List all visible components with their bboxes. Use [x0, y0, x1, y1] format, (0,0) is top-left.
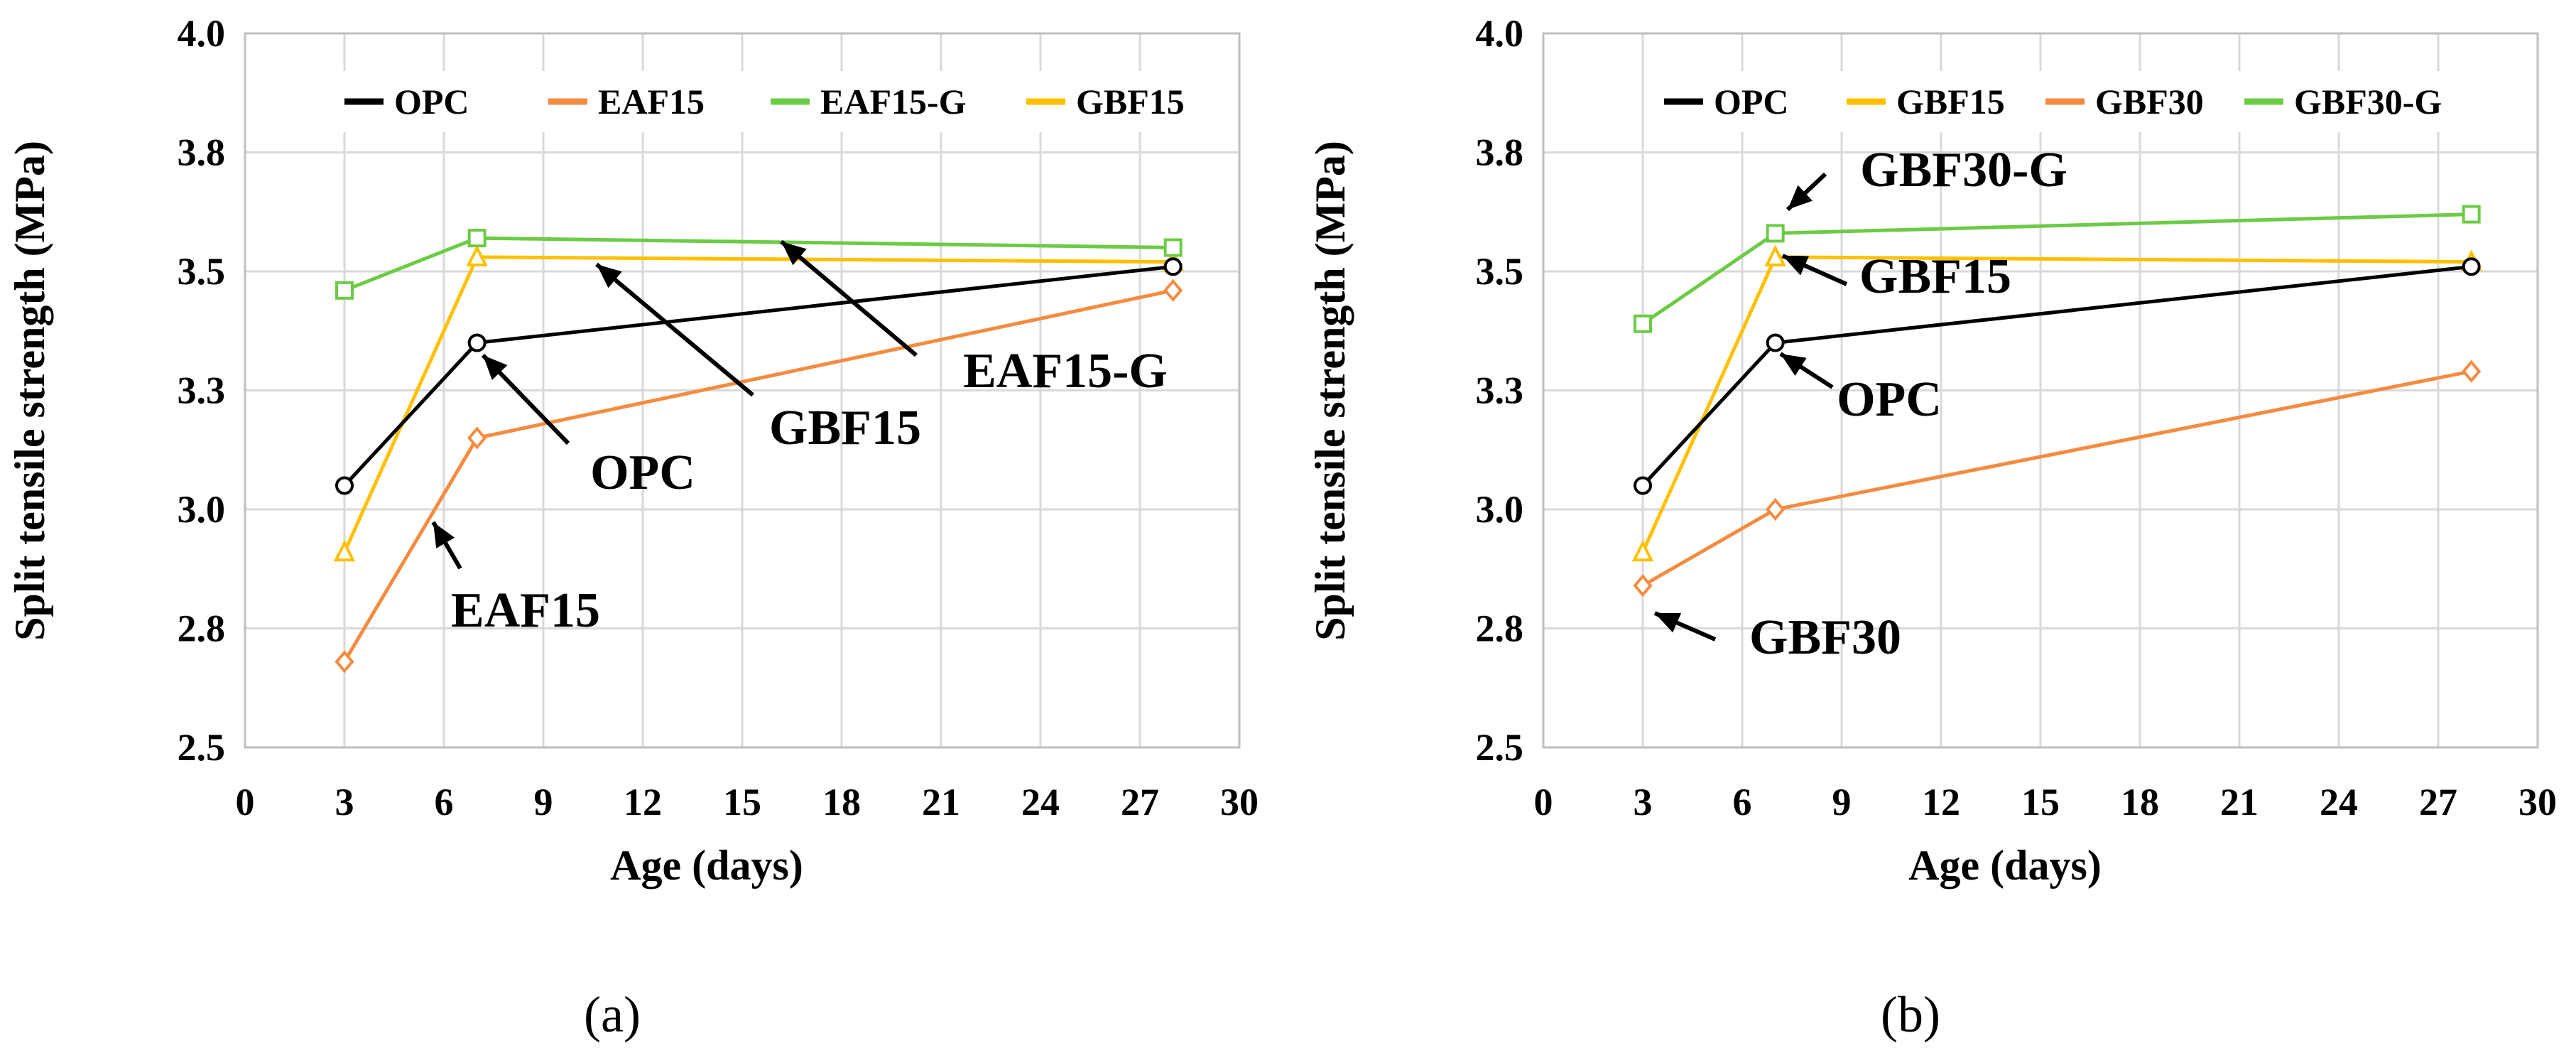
legend-label: EAF15-G	[820, 82, 967, 121]
legend-label: EAF15	[598, 82, 705, 121]
annotation-arrowhead	[781, 242, 807, 266]
data-point-opc	[467, 333, 487, 352]
x-tick-label: 6	[1733, 781, 1752, 823]
y-tick-label: 2.8	[1476, 607, 1524, 650]
x-tick-label: 3	[1634, 781, 1653, 823]
annotation-arrowhead	[1781, 354, 1807, 377]
x-tick-label: 21	[922, 781, 960, 823]
annotation-arrowhead	[1783, 256, 1810, 276]
legend-label: GBF30	[2095, 82, 2204, 121]
x-tick-label: 27	[2419, 781, 2457, 823]
annotation-label: GBF15	[1859, 249, 2011, 304]
data-point-gbf30-g	[1634, 314, 1652, 333]
data-point-eaf15	[467, 426, 487, 450]
annotation-label: GBF30	[1749, 610, 1901, 665]
x-tick-label: 12	[1922, 781, 1960, 823]
data-point-eaf15-g	[335, 281, 354, 300]
x-tick-label: 3	[335, 781, 354, 823]
panel-label: (b)	[1881, 986, 1940, 1043]
chart-panel-0: 2.5 2.8 3.0 3.3 3.5 3.8 4.0 0 3 6 9 12 15 18 21 24 27 30 A…	[6, 12, 1259, 1043]
x-tick-label: 21	[2220, 781, 2259, 823]
y-tick-label: 3.8	[178, 131, 226, 174]
annotation-arrow	[595, 262, 754, 397]
y-tick-label: 4.0	[1476, 12, 1524, 55]
data-point-gbf30	[1633, 574, 1653, 597]
legend-label: GBF15	[1896, 82, 2005, 121]
legend-label: GBF15	[1076, 82, 1185, 121]
annotation-arrowhead	[597, 264, 622, 288]
data-point-gbf30	[1766, 497, 1786, 521]
x-tick-label: 24	[2320, 781, 2358, 823]
data-point-gbf30-g	[2462, 205, 2481, 224]
series-line-gbf15	[342, 255, 1173, 553]
y-tick-label: 3.0	[1476, 488, 1524, 531]
annotation-label: GBF15	[769, 401, 921, 455]
x-tick-label: 0	[1534, 781, 1553, 823]
annotation-label: EAF15-G	[963, 344, 1168, 399]
y-tick-label: 3.3	[1476, 369, 1524, 412]
legend-label: OPC	[394, 82, 469, 121]
panel-label: (a)	[584, 986, 641, 1043]
x-tick-label: 6	[435, 781, 454, 823]
x-axis-label: Age (days)	[610, 842, 803, 889]
data-point-opc	[2462, 257, 2481, 276]
annotation-arrowhead	[1788, 185, 1813, 210]
annotation-arrowhead	[433, 522, 455, 548]
annotation-label: EAF15	[451, 583, 600, 638]
x-tick-label: 9	[1832, 781, 1852, 823]
annotation-arrow	[780, 239, 918, 357]
x-tick-label: 18	[2121, 781, 2159, 823]
y-tick-label: 3.5	[1476, 250, 1524, 293]
data-point-gbf15	[1764, 244, 1786, 266]
x-tick-label: 0	[236, 781, 255, 823]
data-point-opc	[1766, 333, 1785, 352]
x-tick-label: 27	[1121, 781, 1159, 823]
y-tick-label: 4.0	[178, 12, 226, 55]
y-tick-label: 2.8	[178, 607, 226, 650]
series-line-gbf30	[1641, 369, 2472, 588]
data-point-opc	[1634, 476, 1652, 495]
x-axis-label: Age (days)	[1908, 842, 2102, 889]
annotation-arrowhead	[1655, 612, 1682, 633]
data-point-opc	[1163, 257, 1183, 276]
x-tick-label: 30	[1220, 781, 1259, 823]
y-tick-label: 2.5	[1476, 726, 1524, 769]
x-tick-label: 15	[723, 781, 761, 823]
data-point-eaf15	[1163, 278, 1183, 302]
annotation-arrowhead	[483, 355, 508, 380]
annotation-label: GBF30-G	[1860, 143, 2067, 198]
annotation-label: OPC	[590, 445, 695, 500]
data-point-opc	[335, 476, 354, 495]
x-tick-label: 30	[2518, 781, 2557, 823]
y-tick-label: 2.5	[178, 726, 226, 769]
data-point-gbf30-g	[1766, 224, 1785, 243]
legend-label: OPC	[1714, 82, 1789, 121]
data-point-gbf15	[333, 539, 356, 562]
legend-label: GBF30-G	[2294, 82, 2442, 121]
data-point-eaf15-g	[1163, 238, 1183, 257]
x-tick-label: 9	[534, 781, 553, 823]
y-tick-label: 3.0	[178, 488, 226, 531]
y-tick-label: 3.3	[178, 369, 226, 412]
annotation-label: OPC	[1837, 372, 1942, 427]
data-point-gbf30	[2462, 359, 2482, 383]
data-point-eaf15	[335, 650, 354, 673]
data-point-gbf15	[1631, 539, 1654, 562]
x-tick-label: 18	[822, 781, 861, 823]
y-tick-label: 3.5	[178, 250, 226, 293]
y-axis-label: Split tensile strength (MPa)	[6, 141, 53, 641]
x-tick-label: 15	[2021, 781, 2060, 823]
chart-panel-1: 2.5 2.8 3.0 3.3 3.5 3.8 4.0 0 3 6 9 12 15 18 21 24 27 30 A…	[1307, 12, 2557, 1043]
x-tick-label: 12	[624, 781, 662, 823]
data-point-eaf15-g	[467, 229, 487, 248]
data-point-gbf15	[466, 244, 488, 266]
y-axis-label: Split tensile strength (MPa)	[1307, 141, 1354, 641]
y-tick-label: 3.8	[1476, 131, 1524, 174]
x-tick-label: 24	[1021, 781, 1060, 823]
